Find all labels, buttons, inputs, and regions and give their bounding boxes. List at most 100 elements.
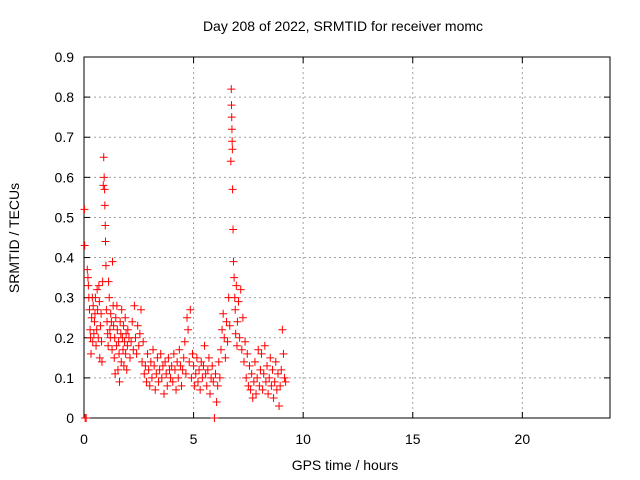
data-point	[107, 317, 116, 326]
data-point	[101, 261, 110, 270]
data-point	[119, 345, 128, 354]
data-point	[130, 301, 139, 310]
data-point	[271, 357, 280, 366]
data-point	[132, 349, 141, 358]
data-point	[237, 345, 246, 354]
data-point	[213, 381, 222, 390]
data-point	[140, 369, 149, 378]
data-point	[174, 373, 183, 382]
data-point	[219, 309, 228, 318]
data-point	[92, 341, 101, 350]
data-point	[142, 377, 151, 386]
data-point	[184, 325, 193, 334]
data-point	[233, 317, 242, 326]
data-point	[138, 357, 147, 366]
data-point	[228, 137, 237, 146]
data-point	[158, 361, 167, 370]
data-point	[212, 397, 221, 406]
data-point	[117, 357, 126, 366]
data-point	[143, 349, 152, 358]
data-point	[265, 373, 274, 382]
y-tick-label: 0.4	[55, 250, 75, 266]
data-point	[129, 345, 138, 354]
data-point	[197, 357, 206, 366]
data-point	[190, 381, 199, 390]
data-point	[195, 365, 204, 374]
data-point	[93, 285, 102, 294]
y-tick-label: 0	[66, 410, 74, 426]
data-point	[83, 273, 92, 282]
data-point	[256, 365, 265, 374]
data-point	[121, 313, 130, 322]
data-point	[207, 373, 216, 382]
data-point	[254, 345, 263, 354]
data-point	[169, 349, 178, 358]
y-tick-label: 0.9	[55, 49, 75, 65]
data-point	[191, 369, 200, 378]
x-tick-label: 10	[295, 431, 311, 447]
x-tick-label: 0	[80, 431, 88, 447]
data-point	[177, 381, 186, 390]
data-point	[275, 401, 284, 410]
data-point	[206, 389, 215, 398]
data-point	[117, 305, 126, 314]
data-point	[126, 353, 135, 362]
data-point	[280, 373, 289, 382]
data-point	[281, 377, 290, 386]
data-point	[139, 337, 148, 346]
data-point	[228, 145, 237, 154]
data-point	[122, 365, 131, 374]
data-point	[261, 377, 270, 386]
data-point	[93, 305, 102, 314]
data-point	[83, 265, 92, 274]
data-point	[201, 369, 210, 378]
data-point	[234, 297, 243, 306]
data-point	[162, 369, 171, 378]
data-point	[133, 321, 142, 330]
x-tick-label: 5	[190, 431, 198, 447]
data-point	[258, 385, 267, 394]
data-point	[173, 357, 182, 366]
data-point	[164, 353, 173, 362]
data-point	[141, 361, 150, 370]
y-tick-label: 0.5	[55, 209, 75, 225]
data-point	[101, 237, 110, 246]
data-point	[167, 361, 176, 370]
data-point	[232, 281, 241, 290]
data-point	[131, 333, 140, 342]
y-tick-label: 0.3	[55, 290, 75, 306]
y-axis-ticks: 0 0.1 0.2 0.3 0.4 0.5 0.6 0.7 0.8 0.9	[55, 49, 610, 426]
data-point	[193, 377, 202, 386]
data-point	[111, 313, 120, 322]
data-point	[241, 337, 250, 346]
data-point	[113, 365, 122, 374]
data-point	[180, 337, 189, 346]
data-point	[236, 285, 245, 294]
data-point	[227, 101, 236, 110]
data-point	[192, 353, 201, 362]
data-point	[210, 414, 219, 422]
data-series-momc	[80, 85, 290, 422]
data-point	[87, 349, 96, 358]
data-point	[264, 389, 273, 398]
data-point	[222, 317, 231, 326]
data-point	[266, 353, 275, 362]
data-point	[186, 305, 195, 314]
data-point	[89, 329, 98, 338]
data-point	[112, 341, 121, 350]
data-point	[187, 373, 196, 382]
data-point	[96, 321, 105, 330]
data-point	[85, 305, 94, 314]
data-point	[252, 389, 261, 398]
data-point	[119, 361, 128, 370]
data-point	[82, 414, 91, 422]
y-axis-label: SRMTID / TECUs	[6, 183, 22, 293]
data-point	[153, 353, 162, 362]
data-point	[250, 357, 259, 366]
data-point	[221, 353, 230, 362]
data-point	[227, 125, 236, 134]
y-tick-label: 0.2	[55, 330, 75, 346]
data-point	[203, 365, 212, 374]
data-point	[276, 381, 285, 390]
data-point	[244, 381, 253, 390]
